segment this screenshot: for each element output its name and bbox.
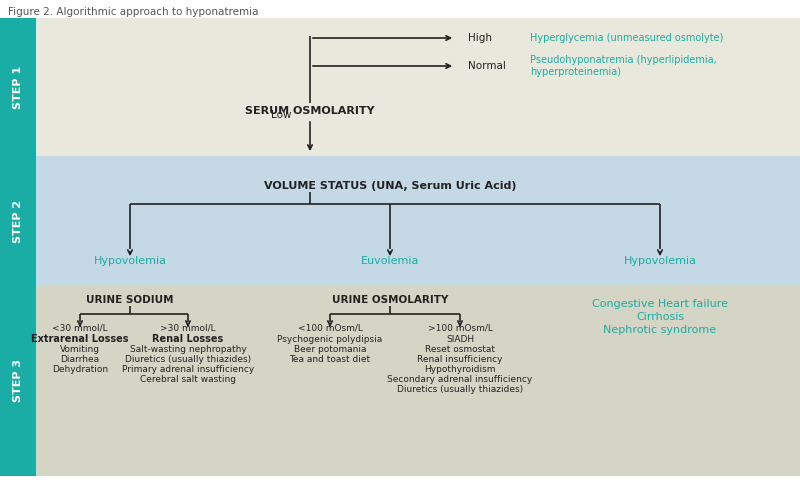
Text: Diuretics (usually thiazides): Diuretics (usually thiazides): [125, 354, 251, 364]
Text: SIADH: SIADH: [446, 334, 474, 344]
Text: Dehydration: Dehydration: [52, 364, 108, 374]
Text: Renal insufficiency: Renal insufficiency: [418, 354, 502, 364]
Text: >30 mmol/L: >30 mmol/L: [160, 324, 216, 332]
Text: Euvolemia: Euvolemia: [361, 256, 419, 266]
Text: STEP 2: STEP 2: [13, 199, 23, 243]
Text: Hypothyroidism: Hypothyroidism: [424, 364, 496, 374]
Text: Beer potomania: Beer potomania: [294, 345, 366, 353]
Text: Diuretics (usually thiazides): Diuretics (usually thiazides): [397, 384, 523, 394]
Text: Secondary adrenal insufficiency: Secondary adrenal insufficiency: [387, 375, 533, 383]
Text: High: High: [468, 33, 492, 43]
Text: URINE OSMOLARITY: URINE OSMOLARITY: [332, 295, 448, 305]
Bar: [0, 286, 800, 476]
Bar: [0, 156, 800, 286]
Text: Extrarenal Losses: Extrarenal Losses: [31, 334, 129, 344]
Text: Vomiting: Vomiting: [60, 345, 100, 353]
Text: Psychogenic polydipsia: Psychogenic polydipsia: [278, 334, 382, 344]
Text: SERUM OSMOLARITY: SERUM OSMOLARITY: [245, 106, 375, 116]
Text: VOLUME STATUS (UNA, Serum Uric Acid): VOLUME STATUS (UNA, Serum Uric Acid): [264, 181, 516, 191]
Text: Primary adrenal insufficiency: Primary adrenal insufficiency: [122, 364, 254, 374]
Text: URINE SODIUM: URINE SODIUM: [86, 295, 174, 305]
Text: Tea and toast diet: Tea and toast diet: [290, 354, 370, 364]
Bar: [0, 18, 800, 156]
Text: Hypovolemia: Hypovolemia: [623, 256, 697, 266]
Text: Nephrotic syndrome: Nephrotic syndrome: [603, 325, 717, 335]
Text: Cerebral salt wasting: Cerebral salt wasting: [140, 375, 236, 383]
Text: Hypovolemia: Hypovolemia: [94, 256, 166, 266]
Text: <100 mOsm/L: <100 mOsm/L: [298, 324, 362, 332]
Text: Cirrhosis: Cirrhosis: [636, 312, 684, 322]
Text: <30 mmol/L: <30 mmol/L: [52, 324, 108, 332]
Text: Normal: Normal: [468, 61, 506, 71]
Text: Low: Low: [271, 110, 292, 120]
Text: Pseudohyponatremia (hyperlipidemia,
hyperproteinemia): Pseudohyponatremia (hyperlipidemia, hype…: [530, 55, 717, 77]
Bar: [0, 156, 36, 286]
Text: Diarrhea: Diarrhea: [61, 354, 99, 364]
Text: Figure 2. Algorithmic approach to hyponatremia: Figure 2. Algorithmic approach to hypona…: [8, 7, 258, 17]
Bar: [0, 18, 36, 156]
Text: Reset osmostat: Reset osmostat: [425, 345, 495, 353]
Text: Hyperglycemia (unmeasured osmolyte): Hyperglycemia (unmeasured osmolyte): [530, 33, 723, 43]
Text: Salt-wasting nephropathy: Salt-wasting nephropathy: [130, 345, 246, 353]
Text: Congestive Heart failure: Congestive Heart failure: [592, 299, 728, 309]
Text: STEP 1: STEP 1: [13, 66, 23, 108]
Text: >100 mOsm/L: >100 mOsm/L: [427, 324, 493, 332]
Text: STEP 3: STEP 3: [13, 360, 23, 402]
Text: Renal Losses: Renal Losses: [152, 334, 224, 344]
Bar: [0, 286, 36, 476]
